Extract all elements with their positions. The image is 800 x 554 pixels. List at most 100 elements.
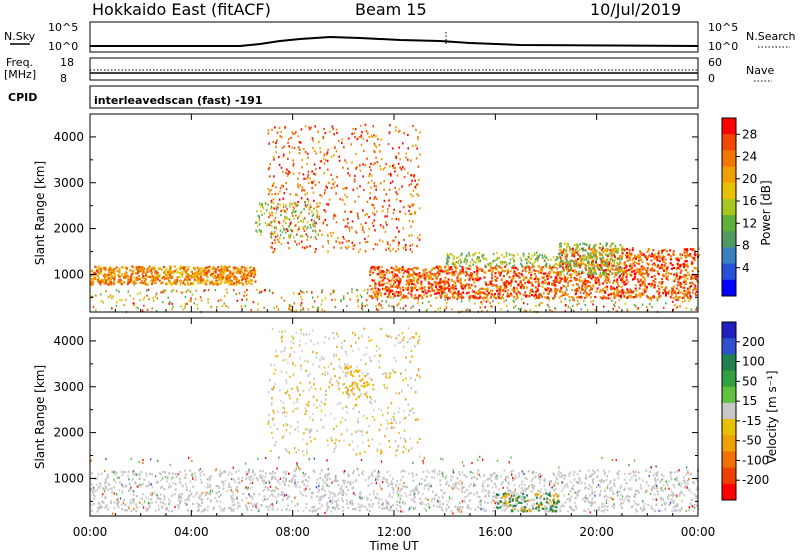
scatter-cell bbox=[321, 289, 324, 292]
scatter-cell bbox=[362, 163, 364, 166]
scatter-cell bbox=[575, 251, 578, 254]
scatter-cell bbox=[427, 300, 430, 304]
scatter-cell bbox=[174, 282, 177, 286]
scatter-cell bbox=[565, 261, 568, 264]
scatter-cell bbox=[616, 288, 619, 291]
scatter-cell bbox=[231, 490, 234, 494]
scatter-cell bbox=[454, 287, 457, 290]
scatter-cell bbox=[477, 289, 480, 292]
scatter-cell bbox=[329, 130, 331, 133]
scatter-cell bbox=[572, 296, 575, 299]
scatter-cell bbox=[676, 284, 679, 287]
scatter-cell bbox=[553, 265, 556, 269]
scatter-cell bbox=[374, 283, 377, 286]
scatter-cell bbox=[215, 277, 218, 280]
scatter-cell bbox=[303, 177, 305, 180]
scatter-cell bbox=[616, 263, 619, 267]
scatter-cell bbox=[191, 293, 194, 296]
scatter-cell bbox=[440, 290, 443, 293]
scatter-cell bbox=[387, 142, 390, 146]
scatter-cell bbox=[222, 509, 225, 512]
scatter-cell bbox=[102, 266, 105, 269]
scatter-cell bbox=[307, 308, 310, 311]
scatter-cell bbox=[388, 509, 390, 512]
scatter-cell bbox=[590, 287, 593, 290]
scatter-cell bbox=[479, 306, 482, 309]
scatter-cell bbox=[675, 306, 678, 309]
scatter-cell bbox=[287, 157, 289, 160]
scatter-cell bbox=[657, 264, 660, 267]
scatter-cell bbox=[376, 496, 379, 500]
scatter-cell bbox=[683, 265, 686, 268]
scatter-cell bbox=[154, 276, 157, 280]
scatter-cell bbox=[429, 270, 432, 274]
nsky-panel-frame bbox=[89, 21, 699, 53]
scatter-cell bbox=[309, 488, 311, 491]
scatter-cell bbox=[392, 212, 395, 215]
scatter-cell bbox=[223, 281, 226, 284]
scatter-cell bbox=[396, 480, 398, 483]
velocity-scatter-data bbox=[90, 327, 700, 515]
scatter-cell bbox=[261, 203, 264, 207]
scatter-cell bbox=[188, 283, 191, 286]
scatter-cell bbox=[281, 136, 283, 139]
scatter-cell bbox=[592, 250, 594, 254]
scatter-cell bbox=[186, 289, 189, 292]
scatter-cell bbox=[503, 255, 505, 259]
scatter-cell bbox=[522, 278, 525, 282]
scatter-cell bbox=[421, 297, 424, 300]
scatter-cell bbox=[590, 255, 592, 258]
scatter-cell bbox=[504, 282, 507, 285]
scatter-cell bbox=[649, 302, 651, 306]
scatter-cell bbox=[198, 508, 200, 512]
scatter-cell bbox=[517, 509, 520, 513]
scatter-cell bbox=[641, 272, 644, 275]
scatter-cell bbox=[594, 308, 597, 312]
scatter-cell bbox=[206, 279, 209, 282]
scatter-cell bbox=[657, 252, 660, 255]
scatter-cell bbox=[566, 293, 569, 296]
scatter-cell bbox=[596, 263, 599, 266]
scatter-cell bbox=[292, 133, 295, 136]
scatter-cell bbox=[402, 206, 405, 209]
scatter-cell bbox=[422, 269, 425, 272]
scatter-cell bbox=[647, 282, 650, 286]
scatter-cell bbox=[496, 289, 499, 293]
scatter-cell bbox=[527, 279, 530, 282]
scatter-cell bbox=[397, 244, 400, 247]
scatter-cell bbox=[384, 507, 387, 510]
scatter-cell bbox=[448, 484, 450, 487]
scatter-cell bbox=[568, 279, 571, 283]
scatter-cell bbox=[489, 281, 492, 284]
scatter-cell bbox=[479, 259, 482, 262]
scatter-cell bbox=[437, 271, 440, 274]
scatter-cell bbox=[312, 139, 314, 142]
scatter-cell bbox=[431, 476, 433, 479]
scatter-cell bbox=[494, 275, 497, 278]
scatter-cell bbox=[302, 510, 305, 513]
scatter-cell bbox=[490, 262, 493, 265]
scatter-cell bbox=[355, 167, 357, 170]
scatter-cell bbox=[162, 301, 164, 304]
scatter-cell bbox=[296, 229, 299, 232]
scatter-cell bbox=[395, 198, 398, 201]
scatter-cell bbox=[472, 296, 475, 299]
scatter-cell bbox=[604, 275, 607, 278]
scatter-cell bbox=[287, 170, 290, 173]
scatter-cell bbox=[677, 291, 680, 294]
scatter-cell bbox=[382, 275, 385, 278]
scatter-cell bbox=[244, 304, 246, 308]
scatter-cell bbox=[500, 308, 502, 311]
scatter-cell bbox=[305, 205, 308, 209]
scatter-cell bbox=[487, 263, 489, 266]
scatter-cell bbox=[676, 258, 679, 261]
scatter-cell bbox=[397, 162, 400, 165]
scatter-cell bbox=[306, 162, 309, 166]
scatter-cell bbox=[503, 261, 506, 264]
scatter-cell bbox=[601, 273, 604, 276]
scatter-cell bbox=[241, 277, 244, 281]
scatter-cell bbox=[399, 287, 402, 290]
scatter-cell bbox=[651, 508, 654, 511]
scatter-cell bbox=[638, 269, 641, 273]
scatter-cell bbox=[407, 280, 410, 283]
